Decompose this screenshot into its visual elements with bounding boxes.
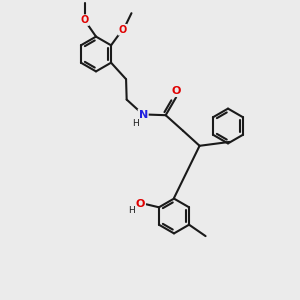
Text: O: O <box>172 86 181 96</box>
Text: O: O <box>118 25 127 35</box>
Text: O: O <box>136 199 145 209</box>
Text: O: O <box>80 15 89 25</box>
Text: H: H <box>128 206 135 215</box>
Text: N: N <box>139 110 148 120</box>
Text: H: H <box>132 118 139 127</box>
